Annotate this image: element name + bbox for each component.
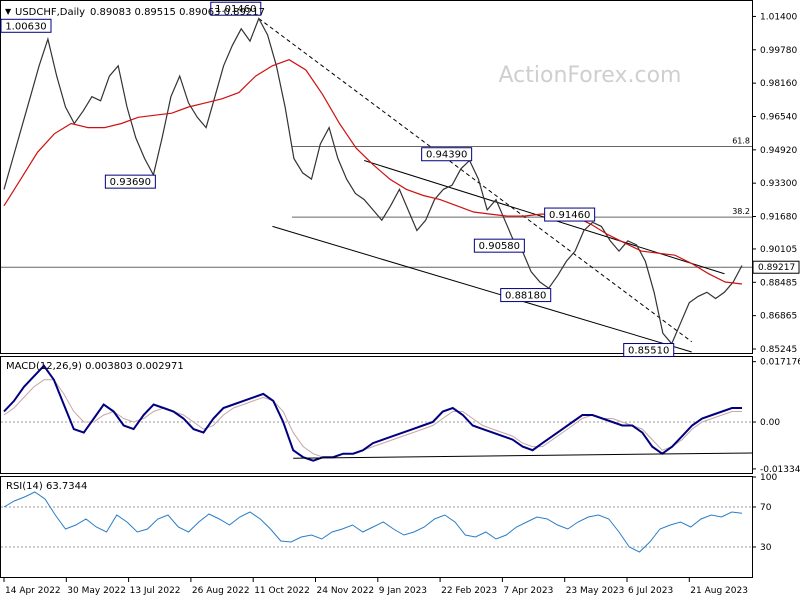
y-tick-label: 100 — [760, 473, 777, 483]
ohlc-values: 0.89083 0.89515 0.89063 0.89217 — [90, 7, 265, 18]
x-tick-label: 21 Aug 2023 — [690, 586, 748, 596]
x-tick-label: 24 Nov 2022 — [317, 586, 375, 596]
price-annotation-box — [544, 207, 596, 222]
price-annotation-box — [104, 174, 156, 189]
level-label: 61.8 — [732, 137, 750, 146]
x-tick-label: 22 Feb 2023 — [441, 586, 497, 596]
y-tick-label: 0.99780 — [760, 46, 797, 56]
macd-trendline — [293, 452, 753, 459]
y-tick-label: 1.01400 — [760, 12, 797, 22]
price-annotation: 0.90580 — [479, 241, 520, 252]
price-annotation-box — [623, 343, 675, 358]
x-tick-label: 11 Oct 2022 — [254, 586, 310, 596]
rsi-series: RSI(14) 63.7344 — [1, 481, 752, 553]
sma-line — [3, 59, 743, 285]
y-tick-label: 30 — [760, 543, 772, 553]
channel-lower-line — [272, 225, 692, 353]
y-tick-label: 0.85245 — [760, 345, 797, 355]
price-annotation: 0.85510 — [628, 346, 669, 357]
price-annotation-box — [421, 147, 473, 162]
x-tick-label: 7 Apr 2023 — [503, 586, 553, 596]
price-annotation-box — [500, 288, 552, 303]
macd-panel — [0, 356, 753, 474]
x-tick-label: 23 May 2023 — [566, 586, 625, 596]
x-tick-label: 9 Jan 2023 — [379, 586, 427, 596]
rsi-panel — [0, 476, 753, 578]
rsi-line — [3, 491, 743, 553]
dashed-trendline — [258, 18, 693, 343]
y-tick-label: 0.86865 — [760, 312, 797, 322]
price-line — [3, 17, 743, 345]
y-tick-label: 0.017176 — [760, 358, 800, 368]
price-annotation: 0.91460 — [549, 210, 590, 221]
price-annotation-box — [473, 238, 525, 253]
price-series: 61.8 38.2 1.00630 0.93690 1.01460 0.94390 0.90… — [0, 1, 752, 358]
y-tick-label: 70 — [760, 503, 772, 513]
y-tick-label: 0.93300 — [760, 179, 797, 189]
price-annotation: 1.01460 — [215, 4, 256, 15]
price-annotation: 1.00630 — [5, 21, 46, 32]
y-tick-label: 0.94920 — [760, 146, 797, 156]
x-tick-label: 26 Aug 2022 — [192, 586, 250, 596]
symbol-label: USDCHF,Daily — [15, 7, 85, 18]
level-label: 38.2 — [732, 207, 750, 216]
price-annotation-box — [0, 18, 52, 33]
last-price-tag — [752, 260, 800, 274]
dropdown-icon[interactable]: ▼ — [5, 7, 12, 16]
rsi-title: RSI(14) 63.7344 — [6, 481, 87, 492]
price-annotation: 0.93690 — [110, 177, 151, 188]
macd-line — [3, 364, 742, 462]
y-tick-label: 0.98160 — [760, 79, 797, 89]
macd-series: MACD(12,26,9) 0.003803 0.002971 — [1, 361, 753, 462]
last-price-label: 0.89217 — [758, 263, 795, 273]
macd-signal-line — [3, 379, 742, 458]
price-annotation: 0.94390 — [426, 150, 467, 161]
watermark: ActionForex.com — [499, 63, 682, 88]
x-tick-label: 13 Jul 2022 — [130, 586, 181, 596]
x-tick-label: 14 Apr 2022 — [5, 586, 61, 596]
y-tick-label: 0.00 — [760, 418, 780, 428]
y-tick-label: 0.91680 — [760, 213, 797, 223]
y-tick-label: -0.01334 — [760, 465, 800, 475]
x-tick-label: 30 May 2022 — [67, 586, 126, 596]
macd-title: MACD(12,26,9) 0.003803 0.002971 — [6, 361, 184, 372]
price-annotation: 0.88180 — [505, 291, 546, 302]
y-tick-label: 0.96540 — [760, 112, 797, 122]
y-tick-label: 0.88485 — [760, 278, 797, 288]
axes: 1.01400 0.99780 0.98160 0.96540 0.94920 0.933… — [3, 12, 800, 596]
price-annotation-box — [210, 1, 262, 16]
x-tick-label: 6 Jul 2023 — [628, 586, 673, 596]
y-tick-label: 0.90105 — [760, 245, 797, 255]
